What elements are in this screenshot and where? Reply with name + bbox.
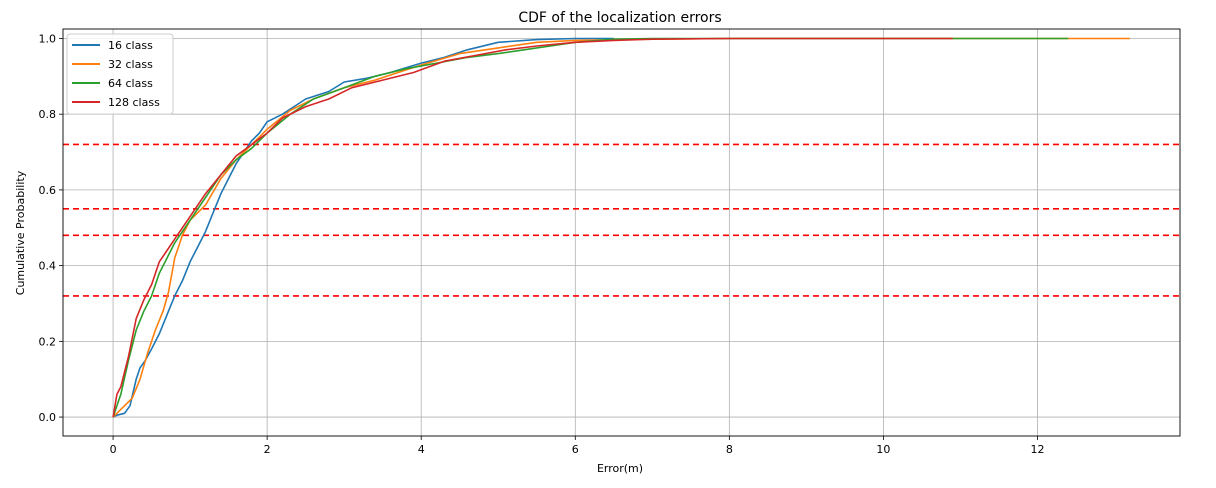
series-layer (112, 37, 1130, 418)
legend-box (66, 33, 174, 115)
series-line (112, 37, 1069, 418)
legend-label: 128 class (108, 96, 160, 109)
x-tick-label: 2 (264, 443, 271, 456)
legend-label: 32 class (108, 58, 153, 71)
series-line (112, 37, 614, 418)
y-tick-label: 0.4 (39, 260, 57, 273)
series-line (112, 37, 953, 418)
y-tick-label: 0.8 (39, 108, 57, 121)
chart-title: CDF of the localization errors (518, 10, 721, 26)
series-line (112, 37, 1130, 418)
y-axis-label: Cumulative Probability (14, 170, 27, 295)
reference-lines (63, 143, 1180, 297)
legend: 16 class 32 class 64 class 128 class (66, 33, 174, 115)
y-tick-label: 0.6 (39, 184, 57, 197)
legend-label: 64 class (108, 77, 153, 90)
x-tick-label: 6 (572, 443, 579, 456)
x-tick-label: 10 (876, 443, 890, 456)
legend-label: 16 class (108, 39, 153, 52)
plot-frame (62, 28, 1181, 437)
tick-layer: 0 2 4 6 8 10 12 0.0 0.2 0.4 0.6 0.8 1.0 (39, 32, 1045, 456)
grid-layer (63, 29, 1180, 436)
x-tick-label: 4 (418, 443, 425, 456)
y-tick-label: 0.2 (39, 335, 57, 348)
y-tick-label: 1.0 (39, 32, 57, 45)
x-tick-label: 12 (1030, 443, 1044, 456)
x-tick-label: 8 (726, 443, 733, 456)
y-tick-label: 0.0 (39, 411, 57, 424)
x-tick-label: 0 (110, 443, 117, 456)
x-axis-label: Error(m) (597, 462, 643, 475)
